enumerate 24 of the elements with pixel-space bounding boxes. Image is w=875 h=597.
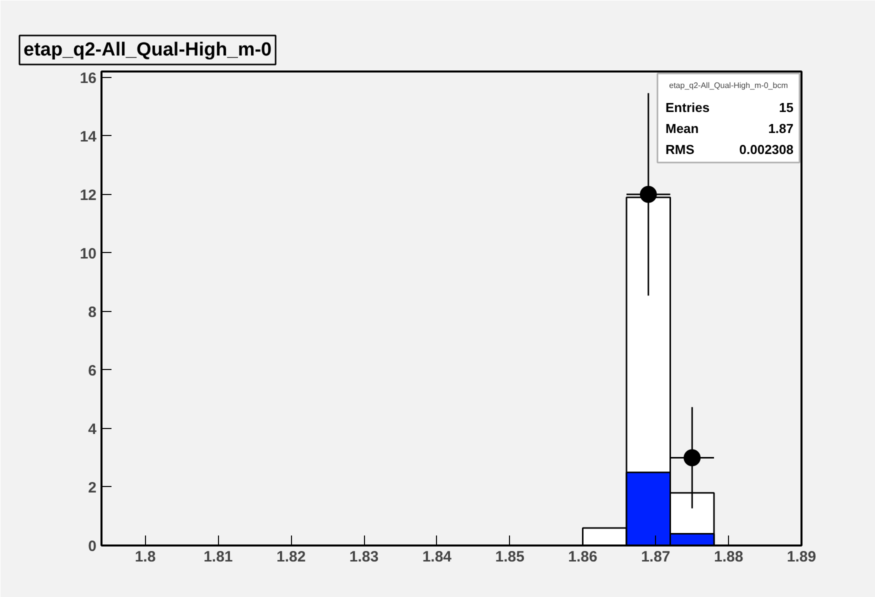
x-tick-label: 1.83	[349, 548, 379, 566]
text: RMS 0.002308	[666, 142, 794, 157]
annotation: etap_q2-All_Qual-High_m-0_bcm	[669, 81, 788, 90]
x-tick-label: 1.87	[641, 548, 670, 566]
y-tick-label: 8	[88, 304, 96, 321]
x-tick-label: 1.8	[134, 548, 156, 566]
y-tick-label: 2	[88, 479, 96, 496]
x-tick-label: 1.85	[495, 548, 524, 566]
text: Mean 1.87	[666, 121, 794, 136]
x-tick-label: 1.88	[714, 548, 744, 566]
x-tick-label: 1.89	[786, 548, 816, 566]
chart-title: etap_q2-All_Qual-High_m-0	[24, 40, 272, 60]
y-tick-label: 4	[88, 420, 98, 438]
y-tick-label: 14	[80, 128, 98, 146]
x-tick-label: 1.84	[422, 548, 452, 566]
y-tick-label: 0	[88, 538, 96, 555]
y-tick-label: 12	[80, 186, 97, 204]
x-tick-label: 1.86	[568, 548, 598, 566]
y-tick-label: 6	[88, 362, 96, 380]
text: Entries 15	[666, 100, 794, 115]
x-tick-label: 1.82	[276, 548, 306, 566]
x-tick-label: 1.81	[204, 548, 233, 566]
y-tick-label: 10	[80, 245, 97, 262]
y-tick-label: 16	[80, 70, 97, 87]
